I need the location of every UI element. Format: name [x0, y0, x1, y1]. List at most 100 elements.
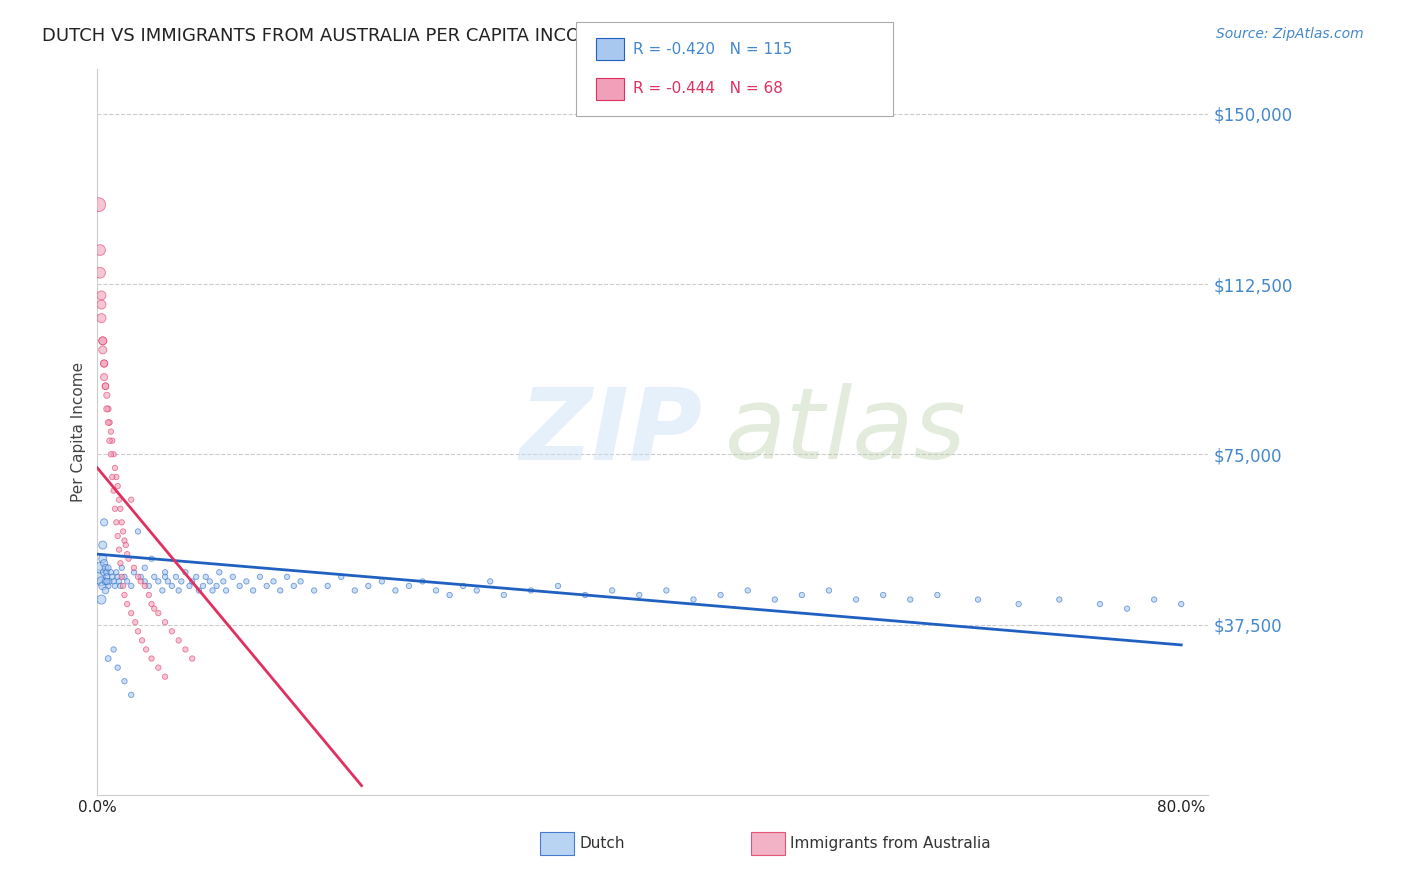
Point	[138, 579, 160, 593]
Point	[167, 583, 190, 598]
Point	[89, 266, 111, 280]
Text: atlas: atlas	[725, 383, 967, 480]
Point	[967, 592, 990, 607]
Point	[91, 551, 114, 566]
Point	[156, 574, 179, 589]
Point	[138, 588, 160, 602]
Point	[290, 574, 312, 589]
Point	[96, 388, 118, 402]
Point	[105, 566, 128, 580]
Point	[131, 633, 153, 648]
Point	[208, 566, 231, 580]
Point	[425, 583, 447, 598]
Point	[93, 370, 115, 384]
Point	[205, 579, 228, 593]
Point	[898, 592, 921, 607]
Point	[96, 401, 118, 416]
Point	[129, 570, 152, 584]
Point	[135, 642, 157, 657]
Point	[90, 288, 112, 302]
Point	[547, 579, 569, 593]
Point	[191, 579, 214, 593]
Point	[120, 606, 142, 620]
Point	[97, 561, 120, 575]
Point	[228, 579, 250, 593]
Point	[170, 574, 193, 589]
Point	[94, 379, 117, 393]
Text: Immigrants from Australia: Immigrants from Australia	[790, 837, 991, 851]
Point	[91, 538, 114, 552]
Point	[357, 579, 380, 593]
Y-axis label: Per Capita Income: Per Capita Income	[72, 361, 86, 501]
Point	[269, 583, 291, 598]
Point	[91, 334, 114, 348]
Point	[114, 674, 136, 689]
Point	[129, 574, 152, 589]
Point	[1047, 592, 1070, 607]
Point	[103, 574, 125, 589]
Point	[451, 579, 474, 593]
Point	[97, 401, 120, 416]
Point	[105, 470, 128, 484]
Point	[110, 579, 132, 593]
Point	[91, 579, 114, 593]
Point	[100, 566, 122, 580]
Point	[150, 583, 173, 598]
Point	[465, 583, 488, 598]
Point	[174, 642, 197, 657]
Point	[134, 561, 156, 575]
Point	[108, 542, 131, 557]
Point	[1088, 597, 1111, 611]
Point	[194, 570, 217, 584]
Point	[93, 357, 115, 371]
Point	[93, 556, 115, 570]
Point	[104, 579, 127, 593]
Point	[872, 588, 894, 602]
Point	[120, 492, 142, 507]
Point	[479, 574, 502, 589]
Point	[1170, 597, 1192, 611]
Point	[492, 588, 515, 602]
Point	[93, 357, 115, 371]
Point	[114, 533, 136, 548]
Point	[103, 447, 125, 461]
Point	[242, 583, 264, 598]
Point	[818, 583, 841, 598]
Point	[101, 434, 124, 448]
Point	[108, 574, 131, 589]
Point	[89, 561, 111, 575]
Text: DUTCH VS IMMIGRANTS FROM AUSTRALIA PER CAPITA INCOME CORRELATION CHART: DUTCH VS IMMIGRANTS FROM AUSTRALIA PER C…	[42, 27, 807, 45]
Point	[153, 566, 176, 580]
Point	[115, 597, 138, 611]
Text: R = -0.420   N = 115: R = -0.420 N = 115	[633, 42, 792, 57]
Point	[91, 343, 114, 357]
Point	[263, 574, 285, 589]
Point	[1008, 597, 1031, 611]
Point	[316, 579, 339, 593]
Point	[112, 579, 135, 593]
Point	[141, 597, 163, 611]
Point	[148, 660, 170, 674]
Point	[371, 574, 394, 589]
Point	[111, 570, 134, 584]
Point	[97, 579, 120, 593]
Point	[94, 561, 117, 575]
Point	[1143, 592, 1166, 607]
Point	[302, 583, 325, 598]
Point	[186, 570, 208, 584]
Point	[790, 588, 813, 602]
Point	[201, 583, 224, 598]
Point	[141, 551, 163, 566]
Point	[90, 297, 112, 311]
Point	[89, 243, 111, 257]
Point	[148, 606, 170, 620]
Point	[412, 574, 434, 589]
Point	[1116, 601, 1139, 615]
Point	[90, 592, 112, 607]
Text: Source: ZipAtlas.com: Source: ZipAtlas.com	[1216, 27, 1364, 41]
Point	[91, 334, 114, 348]
Point	[927, 588, 949, 602]
Point	[188, 583, 211, 598]
Point	[98, 434, 121, 448]
Point	[120, 579, 142, 593]
